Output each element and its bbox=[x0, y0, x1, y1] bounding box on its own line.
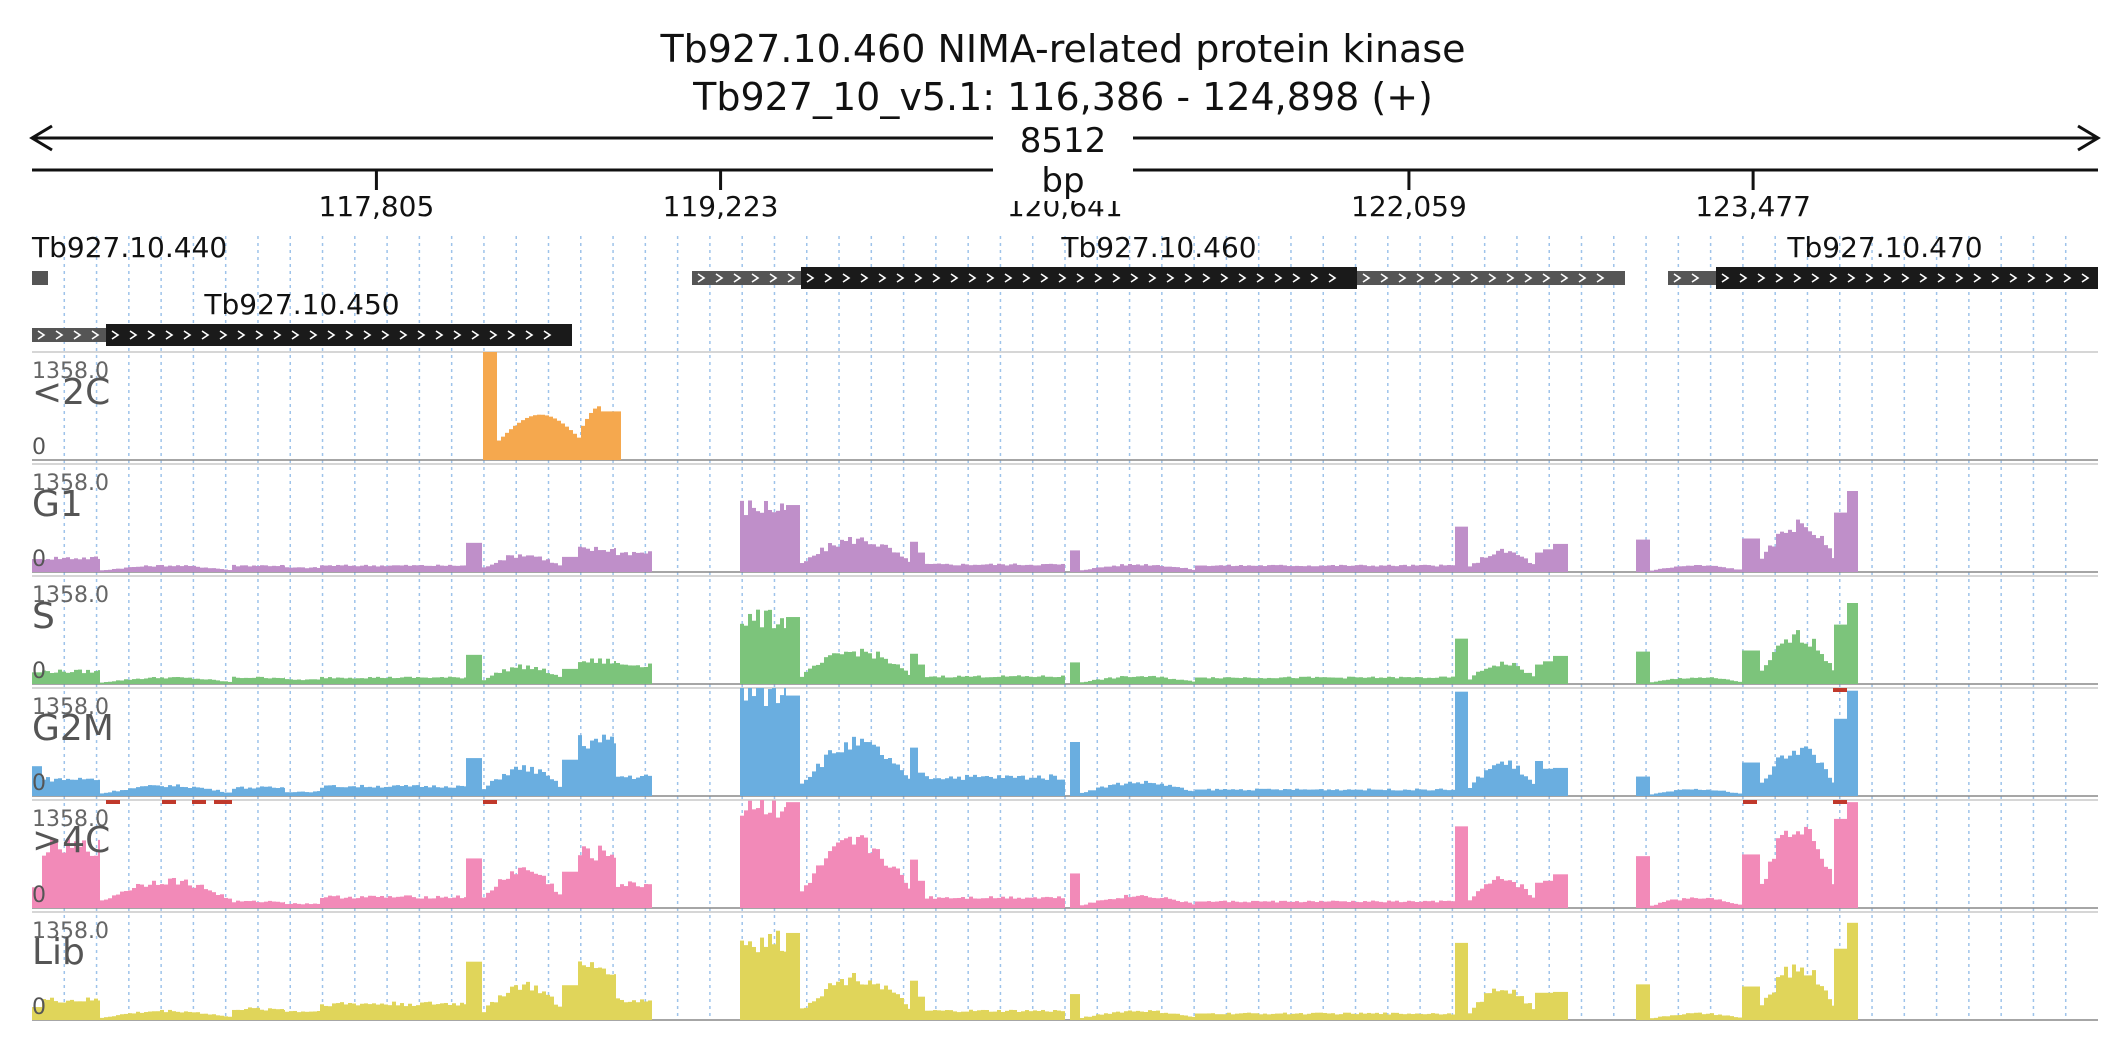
coverage-bars bbox=[32, 800, 1858, 908]
coverage-bars bbox=[32, 491, 1858, 572]
gene-label: Tb927.10.440 bbox=[31, 231, 227, 264]
track-min-label: 0 bbox=[32, 435, 46, 460]
ruler-tick-label: 119,223 bbox=[663, 190, 779, 223]
track-name: G2M bbox=[32, 708, 114, 749]
track-max-label: 1358.0 bbox=[32, 695, 109, 720]
track-max-label: 1358.0 bbox=[32, 359, 109, 384]
coverage-bars bbox=[32, 688, 1858, 796]
track-name: >4C bbox=[32, 820, 110, 861]
track-name: <2C bbox=[32, 372, 110, 413]
track-min-label: 0 bbox=[32, 547, 46, 572]
track-max-label: 1358.0 bbox=[32, 583, 109, 608]
gene-Tb927-10-470[interactable]: Tb927.10.470 bbox=[1668, 231, 2098, 289]
coverage-track-5: 1358.0>4C 0 bbox=[32, 799, 2098, 909]
track-name: S bbox=[32, 596, 55, 637]
ruler-tick-label: 123,477 bbox=[1695, 190, 1811, 223]
gene-Tb927-10-440[interactable]: Tb927.10.440 bbox=[31, 231, 227, 285]
gene-label: Tb927.10.470 bbox=[1786, 231, 1982, 264]
coverage-bars bbox=[32, 922, 1858, 1020]
span-length-label: 8512 bp bbox=[993, 121, 1133, 201]
track-min-label: 0 bbox=[32, 995, 46, 1020]
coverage-track-3: 1358.0S 0 bbox=[32, 575, 2098, 685]
track-max-label: 1358.0 bbox=[32, 471, 109, 496]
gene-label: Tb927.10.450 bbox=[203, 288, 399, 321]
ruler-tick-label: 117,805 bbox=[319, 190, 435, 223]
gene-Tb927-10-460[interactable]: Tb927.10.460 bbox=[692, 231, 1625, 289]
gene-label: Tb927.10.460 bbox=[1060, 231, 1256, 264]
coverage-bars bbox=[32, 603, 1858, 684]
track-name: G1 bbox=[32, 484, 83, 525]
track-max-label: 1358.0 bbox=[32, 807, 109, 832]
coverage-track-1: 1358.0<2C 0 bbox=[32, 351, 2098, 461]
ruler-tick-label: 122,059 bbox=[1351, 190, 1467, 223]
coverage-tracks: 1358.0<2C01358.0G101358.0S01358.0G2M0135… bbox=[32, 351, 2098, 1021]
coverage-bars bbox=[483, 352, 621, 460]
track-max-label: 1358.0 bbox=[32, 919, 109, 944]
coverage-track-2: 1358.0G1 0 bbox=[32, 463, 2098, 573]
gene-title: Tb927.10.460 NIMA-related protein kinase bbox=[660, 27, 1466, 71]
gene-Tb927-10-450[interactable]: Tb927.10.450 bbox=[32, 288, 572, 346]
gene-annotation-track[interactable]: Tb927.10.440 Tb927.10.450 Tb927.10.460 Tb92… bbox=[31, 231, 2098, 346]
track-min-label: 0 bbox=[32, 883, 46, 908]
track-name: Lib bbox=[32, 932, 85, 973]
locus-title: Tb927_10_v5.1: 116,386 - 124,898 (+) bbox=[693, 75, 1433, 119]
track-min-label: 0 bbox=[32, 659, 46, 684]
ruler: 117,805 119,223 120,641 122,059 123,477 bbox=[32, 168, 2098, 223]
track-min-label: 0 bbox=[32, 771, 46, 796]
